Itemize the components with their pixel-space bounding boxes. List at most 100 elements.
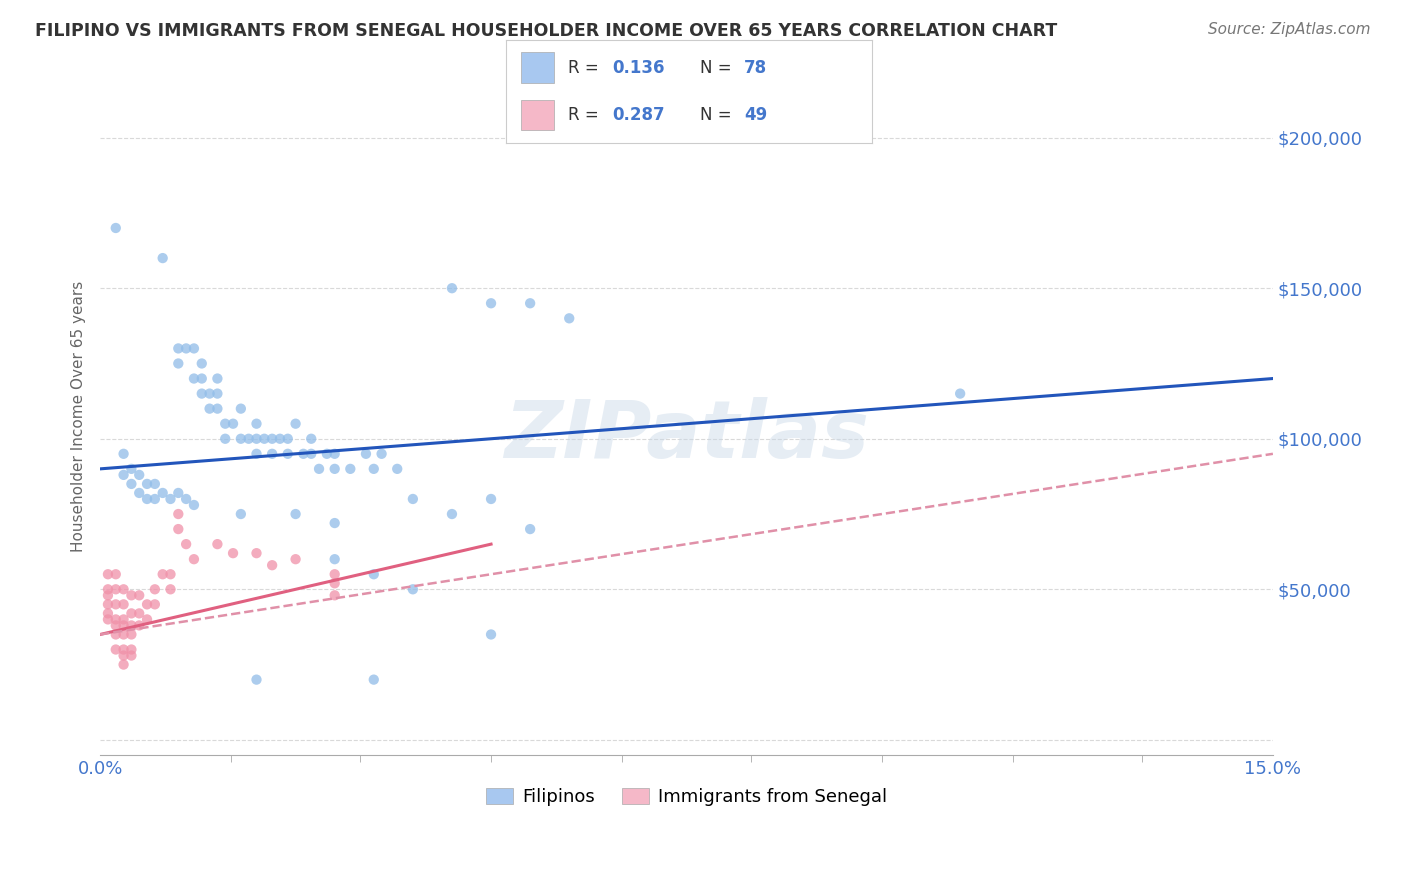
Point bbox=[128, 618, 150, 632]
Point bbox=[152, 251, 174, 265]
Point bbox=[104, 612, 127, 626]
Point bbox=[229, 507, 252, 521]
Point bbox=[143, 582, 166, 597]
Text: 0.287: 0.287 bbox=[612, 106, 665, 124]
Point bbox=[97, 612, 120, 626]
Point bbox=[949, 386, 972, 401]
Point bbox=[253, 432, 276, 446]
Point bbox=[479, 296, 502, 310]
Point bbox=[299, 447, 322, 461]
Point bbox=[120, 618, 142, 632]
Point bbox=[112, 467, 135, 482]
Point bbox=[120, 642, 142, 657]
Point bbox=[191, 356, 214, 370]
Text: N =: N = bbox=[700, 59, 737, 77]
Point bbox=[519, 296, 541, 310]
Text: 49: 49 bbox=[744, 106, 768, 124]
Point bbox=[167, 356, 190, 370]
Point bbox=[323, 552, 346, 566]
Point bbox=[323, 567, 346, 582]
Point bbox=[440, 507, 463, 521]
Point bbox=[277, 447, 299, 461]
Point bbox=[120, 627, 142, 641]
Point bbox=[198, 401, 221, 416]
Point bbox=[120, 607, 142, 621]
Point bbox=[402, 491, 425, 506]
Point bbox=[370, 447, 392, 461]
Point bbox=[104, 642, 127, 657]
Text: 78: 78 bbox=[744, 59, 766, 77]
Point bbox=[136, 598, 159, 612]
Point bbox=[104, 627, 127, 641]
Point bbox=[159, 491, 181, 506]
Point bbox=[323, 576, 346, 591]
FancyBboxPatch shape bbox=[520, 100, 554, 130]
Point bbox=[245, 417, 267, 431]
Text: FILIPINO VS IMMIGRANTS FROM SENEGAL HOUSEHOLDER INCOME OVER 65 YEARS CORRELATION: FILIPINO VS IMMIGRANTS FROM SENEGAL HOUS… bbox=[35, 22, 1057, 40]
Point bbox=[97, 598, 120, 612]
Point bbox=[174, 342, 197, 356]
Point bbox=[167, 522, 190, 536]
Point bbox=[323, 588, 346, 602]
Point bbox=[97, 588, 120, 602]
Point bbox=[207, 537, 229, 551]
Point bbox=[128, 467, 150, 482]
Point bbox=[229, 401, 252, 416]
Point bbox=[97, 567, 120, 582]
Point bbox=[207, 386, 229, 401]
Point bbox=[183, 498, 205, 512]
Point bbox=[159, 582, 181, 597]
Point bbox=[284, 507, 307, 521]
Point bbox=[245, 546, 267, 560]
Point bbox=[167, 507, 190, 521]
Point bbox=[245, 432, 267, 446]
Point bbox=[167, 342, 190, 356]
Point bbox=[183, 342, 205, 356]
Point bbox=[245, 447, 267, 461]
Point bbox=[207, 371, 229, 385]
Point bbox=[315, 447, 337, 461]
Point bbox=[128, 486, 150, 500]
FancyBboxPatch shape bbox=[520, 53, 554, 83]
Point bbox=[214, 432, 236, 446]
Point bbox=[159, 567, 181, 582]
Point bbox=[402, 582, 425, 597]
Point bbox=[245, 673, 267, 687]
Point bbox=[174, 491, 197, 506]
Point bbox=[479, 491, 502, 506]
Text: R =: R = bbox=[568, 59, 605, 77]
Point bbox=[339, 462, 361, 476]
Point bbox=[323, 462, 346, 476]
Point bbox=[284, 552, 307, 566]
Y-axis label: Householder Income Over 65 years: Householder Income Over 65 years bbox=[72, 281, 86, 552]
Point bbox=[229, 432, 252, 446]
Point bbox=[323, 447, 346, 461]
Point bbox=[222, 417, 245, 431]
Point bbox=[262, 558, 284, 573]
Point bbox=[112, 612, 135, 626]
Point bbox=[152, 567, 174, 582]
Point bbox=[214, 417, 236, 431]
Point bbox=[112, 618, 135, 632]
Point bbox=[284, 417, 307, 431]
Point bbox=[112, 582, 135, 597]
Text: ZIPatlas: ZIPatlas bbox=[503, 398, 869, 475]
Point bbox=[128, 40, 150, 54]
Point bbox=[112, 447, 135, 461]
Point bbox=[112, 642, 135, 657]
Point bbox=[308, 462, 330, 476]
Text: 0.136: 0.136 bbox=[612, 59, 665, 77]
Point bbox=[143, 477, 166, 491]
Point bbox=[269, 432, 291, 446]
Point bbox=[120, 477, 142, 491]
Point bbox=[112, 648, 135, 663]
Point bbox=[440, 281, 463, 295]
Point bbox=[207, 401, 229, 416]
Point bbox=[191, 371, 214, 385]
Point bbox=[120, 648, 142, 663]
Point bbox=[387, 462, 409, 476]
Point bbox=[191, 386, 214, 401]
Point bbox=[120, 462, 142, 476]
Point bbox=[104, 582, 127, 597]
Point bbox=[363, 462, 385, 476]
